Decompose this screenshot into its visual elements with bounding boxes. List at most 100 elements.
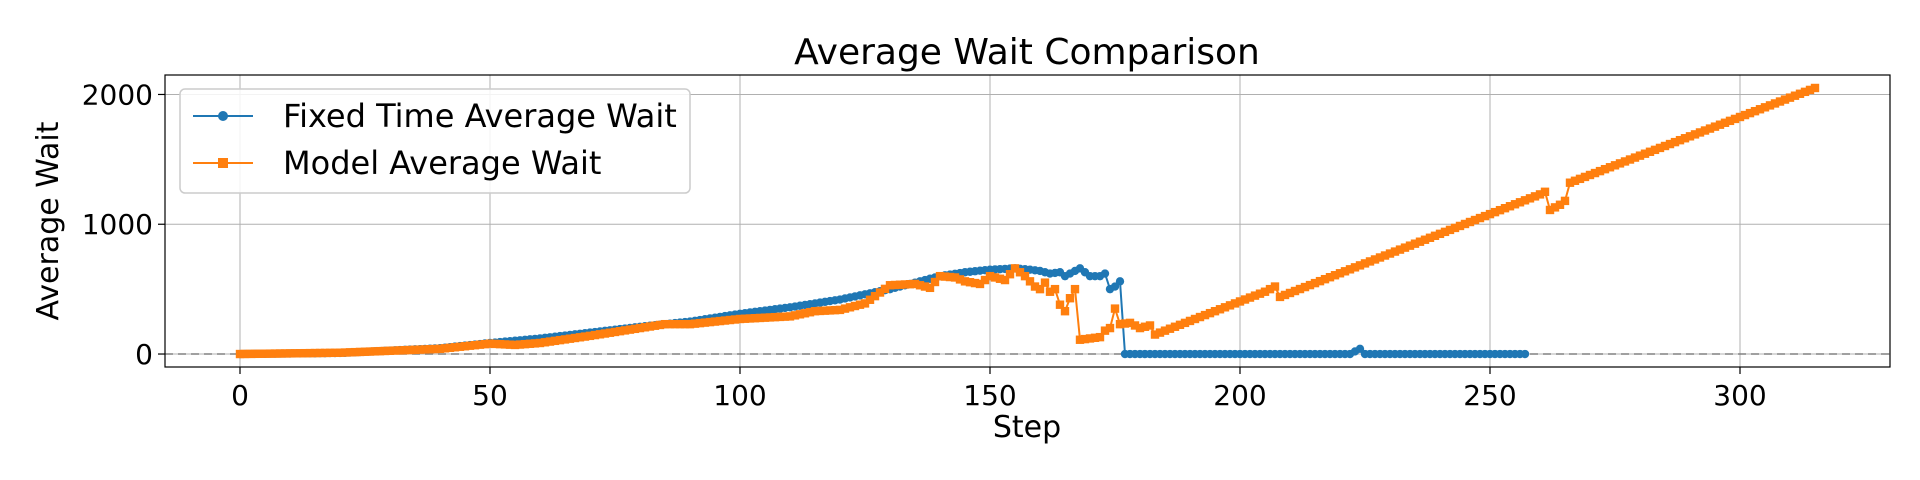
series-group [235,83,1820,359]
data-point [1485,209,1495,219]
data-point [620,326,630,335]
data-point [1320,274,1330,284]
data-point [1730,114,1740,124]
data-point [570,333,580,343]
data-point [1505,202,1515,211]
data-point [1410,239,1420,248]
data-point [475,340,485,349]
data-point [1050,284,1060,294]
data-point [1810,83,1820,93]
data-point [300,348,310,358]
data-point [890,280,900,290]
data-point [245,349,255,359]
data-point [790,311,800,320]
data-point [1145,321,1155,330]
data-point [1100,269,1110,278]
legend: Fixed Time Average Wait Model Average Wa… [179,88,691,194]
data-point [1405,241,1415,250]
data-point [305,348,315,358]
data-point [330,348,340,357]
data-point [985,271,995,281]
data-point [510,340,520,350]
data-point [910,279,920,289]
data-point [1355,261,1365,270]
data-point [710,317,720,326]
data-point [1630,153,1640,162]
data-point [495,339,505,349]
legend-label-model: Model Average Wait [283,144,601,182]
x-tick-label: 300 [1713,379,1766,412]
data-point [1580,172,1590,182]
data-point [655,320,665,330]
data-point [1110,304,1120,313]
data-point [1640,149,1650,158]
data-point [540,338,550,347]
data-point [1615,159,1625,168]
data-point [780,312,790,321]
data-point [895,280,905,289]
data-point [1545,205,1555,215]
data-point [420,345,430,354]
data-point [1060,306,1070,316]
data-point [1765,101,1775,110]
data-point [575,333,585,342]
data-point [1045,287,1055,296]
data-point [805,308,815,317]
data-point [595,330,605,339]
data-point [770,312,780,322]
data-point [1780,95,1790,104]
data-point [535,338,545,348]
data-point [1760,103,1770,112]
data-point [1575,174,1585,184]
data-point [905,280,915,289]
data-point [1265,284,1275,294]
data-point [945,272,955,282]
data-point [1425,233,1435,242]
data-point [1165,324,1175,333]
data-point [1395,245,1405,254]
data-point [1755,105,1765,114]
data-point [370,347,380,356]
data-point [765,313,775,322]
data-point [1155,328,1165,337]
data-point [355,347,365,357]
data-point [1725,116,1735,126]
data-point [675,319,685,329]
data-point [1390,247,1400,256]
data-point [1270,282,1280,291]
data-point [670,319,680,329]
data-point [1540,187,1550,196]
data-point [825,306,835,315]
data-point [720,316,730,325]
data-point [430,344,440,354]
y-tick-label: 2000 [82,78,153,111]
data-point [1290,286,1300,296]
data-point [1600,164,1610,174]
data-point [1520,196,1530,205]
data-point [1675,135,1685,145]
data-point [240,349,250,359]
data-point [560,335,570,344]
data-point [1785,93,1795,102]
data-point [1745,108,1755,118]
data-point [1400,243,1410,252]
data-point [1530,192,1540,201]
data-point [1470,215,1480,225]
data-point [1685,132,1695,141]
x-tick-label: 100 [713,379,766,412]
data-point [480,339,490,349]
data-point [1195,312,1205,322]
data-point [285,349,295,358]
data-point [665,319,675,329]
data-point [920,282,930,291]
data-point [1490,207,1500,217]
data-point [1710,122,1720,131]
data-point [1670,137,1680,147]
data-point [235,349,245,359]
data-point [505,340,515,349]
data-point [360,347,370,356]
data-point [1135,323,1145,333]
data-point [265,349,275,358]
data-point [750,314,760,323]
data-point [1120,319,1130,328]
